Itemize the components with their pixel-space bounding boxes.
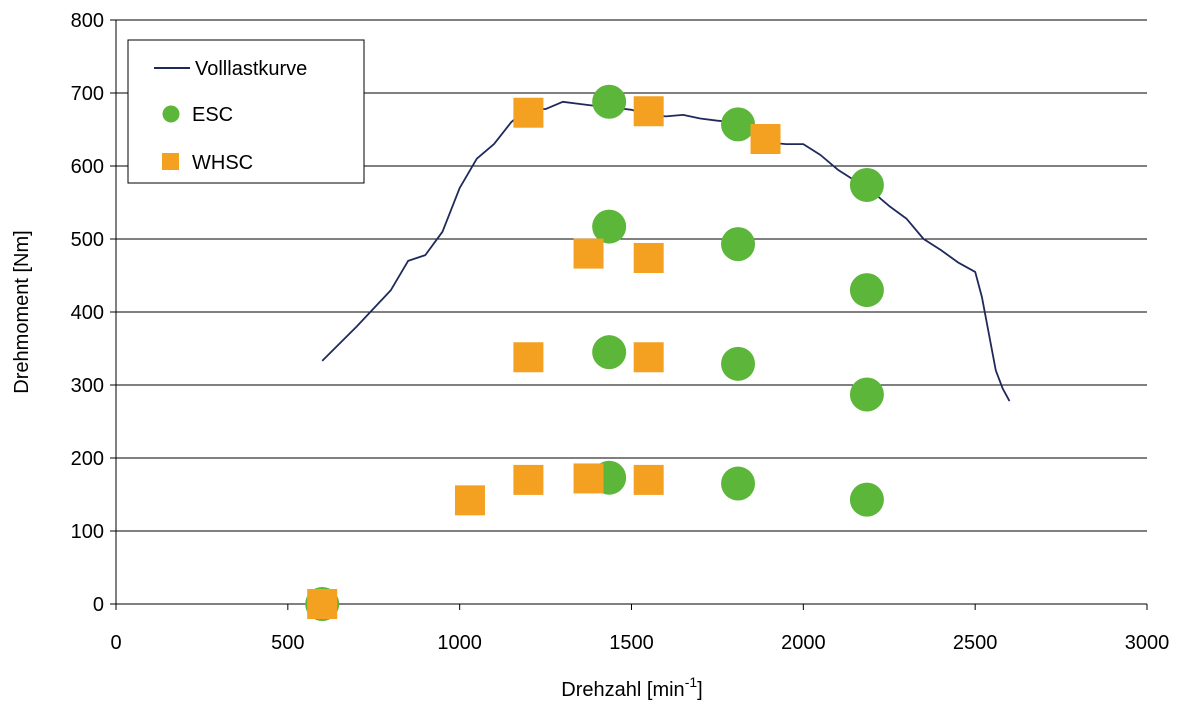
legend-label-whsc: WHSC [192,152,253,174]
legend-circle-swatch [162,105,180,123]
esc-point [721,107,756,142]
whsc-point [633,464,664,495]
whsc-point [573,463,604,494]
whsc-point [513,342,544,373]
y-tick-label: 300 [71,375,104,397]
series [305,84,1011,621]
x-tick-label: 1000 [437,632,482,654]
whsc-point [307,589,338,619]
whsc-point [454,485,485,516]
whsc-point [633,342,664,373]
x-tick-label: 0 [110,632,121,654]
x-tick-label: 2500 [953,632,998,654]
x-tick-label: 2000 [781,632,826,654]
y-tick-label: 0 [93,594,104,616]
esc-point [592,335,627,370]
y-tick-label: 600 [71,156,104,178]
x-axis-title: Drehzahl [min-1] [561,674,702,701]
whsc-point [633,96,664,127]
tick-labels: 0 100 200 300 400 500 600 700 800 0 500 1000 1500 200… [71,10,1170,654]
legend: Volllastkurve ESC WHSC [127,39,365,184]
esc-point [721,466,756,501]
legend-label-esc: ESC [192,104,233,126]
y-tick-label: 100 [71,521,104,543]
x-axis-title-superscript: -1 [685,674,698,690]
esc-point [721,346,756,381]
esc-point [592,209,627,244]
whsc-point [513,97,544,128]
y-tick-label: 400 [71,302,104,324]
whsc-point [513,464,544,495]
x-tick-label: 1500 [609,632,654,654]
esc-point [592,84,627,119]
whsc-point [633,242,664,273]
esc-point [721,227,756,262]
axes [110,19,1148,610]
esc-point [849,482,884,517]
y-tick-label: 200 [71,448,104,470]
x-tick-label: 3000 [1125,632,1170,654]
esc-point [849,377,884,412]
whsc-point [750,123,781,154]
series-line-volllastkurve [321,100,1011,402]
y-tick-label: 500 [71,229,104,251]
x-axis-title-suffix: ] [697,679,703,701]
x-axis-title-main: Drehzahl [min [561,679,684,701]
y-tick-label: 700 [71,83,104,105]
whsc-point [573,238,604,269]
esc-point [849,273,884,308]
y-tick-label: 800 [71,10,104,32]
x-tick-label: 500 [271,632,304,654]
esc-point [849,167,884,202]
legend-square-swatch [162,153,179,170]
y-axis-title: Drehmoment [Nm] [11,230,33,393]
legend-label-volllastkurve: Volllastkurve [195,58,307,80]
